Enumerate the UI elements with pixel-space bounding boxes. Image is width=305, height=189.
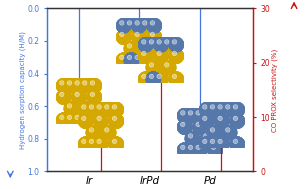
Y-axis label: CO PROX selectivity (%): CO PROX selectivity (%) (272, 48, 278, 132)
Y-axis label: Hydrogen sorption capacity (H/M): Hydrogen sorption capacity (H/M) (20, 31, 26, 149)
